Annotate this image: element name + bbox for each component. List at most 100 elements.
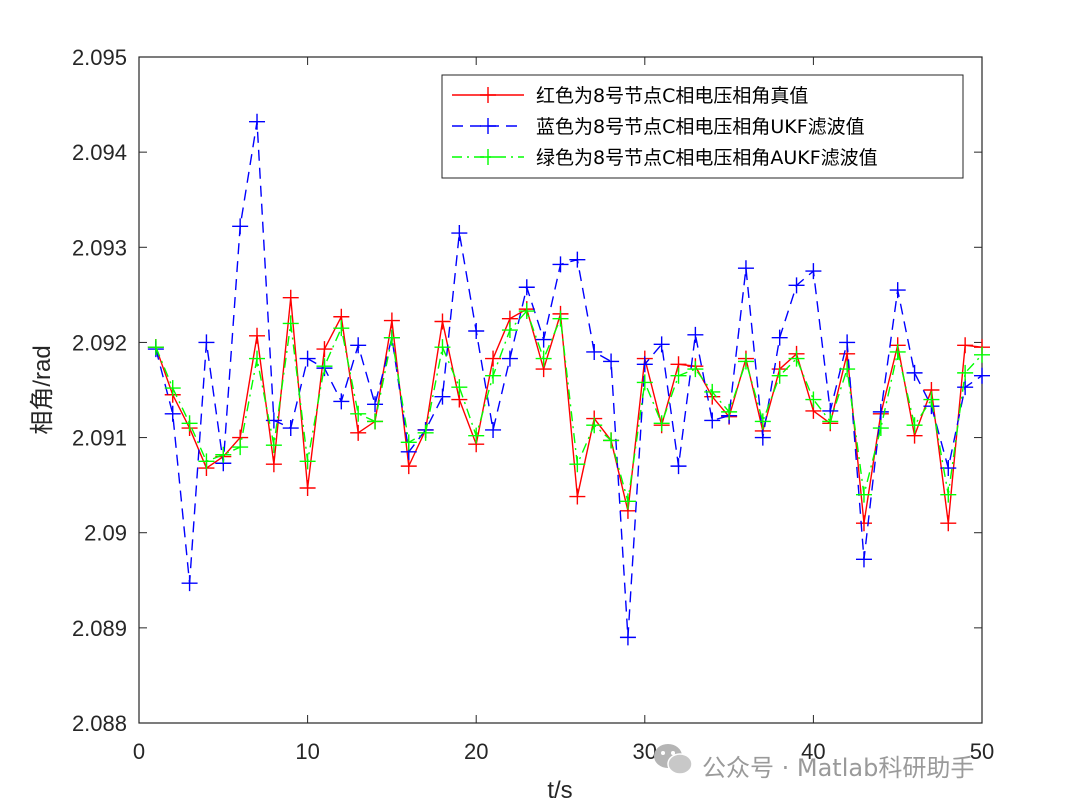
x-tick-label: 50 [970, 739, 994, 764]
series-3-line [155, 309, 983, 502]
series-2-point [350, 337, 367, 354]
series-2-point [552, 256, 569, 273]
legend-marker-2 [480, 118, 496, 134]
wechat-icon [654, 744, 693, 775]
series-2-point [704, 412, 721, 429]
series-3-point [417, 424, 434, 441]
series-3-point [333, 320, 350, 337]
series-3-point [653, 415, 670, 432]
watermark-text: 公众号 · Matlab科研助手 [702, 754, 974, 782]
series-1-point [299, 479, 316, 496]
series-2-point [181, 575, 198, 592]
series-3-point [434, 339, 451, 356]
legend-marker-3 [480, 149, 496, 165]
series-3-point [265, 437, 282, 454]
series-3-point [872, 420, 889, 437]
series-3-point [485, 367, 502, 384]
series-1-point [265, 456, 282, 473]
series-2-point [687, 326, 704, 343]
series-2-point [636, 356, 653, 373]
series-1-point [383, 312, 400, 329]
x-tick-label: 30 [633, 739, 657, 764]
series-3-point [367, 413, 384, 430]
y-tick-label: 2.091 [72, 426, 127, 451]
series-3-point [383, 329, 400, 346]
series-3-point [788, 350, 805, 367]
series-2-point [754, 429, 771, 446]
series-3-point [147, 339, 164, 356]
series-layer [147, 113, 990, 646]
series-1-point [569, 488, 586, 505]
series-2 [147, 113, 990, 646]
series-3-point [316, 358, 333, 375]
series-3-point [636, 374, 653, 391]
series-2-point [906, 364, 923, 381]
series-1-point [350, 424, 367, 441]
series-1-point [485, 350, 502, 367]
series-2-point [164, 405, 181, 422]
series-2-point [569, 251, 586, 268]
series-3-point [805, 391, 822, 408]
series-2-point [805, 263, 822, 280]
series-3-point [771, 367, 788, 384]
y-tick-label: 2.094 [72, 140, 127, 165]
series-1-point [940, 515, 957, 532]
series-3-point [164, 380, 181, 397]
series-2-point [872, 403, 889, 420]
series-3-point [350, 405, 367, 422]
series-2-point [367, 396, 384, 413]
series-3-point [704, 383, 721, 400]
series-2-line [155, 121, 983, 638]
series-1-line [155, 297, 983, 524]
series-3 [147, 303, 990, 510]
x-tick-label: 40 [801, 739, 825, 764]
series-2-point [468, 323, 485, 340]
series-3-point [855, 486, 872, 503]
series-2-point [535, 331, 552, 348]
series-1-point [855, 515, 872, 532]
series-3-point [754, 413, 771, 430]
y-tick-label: 2.092 [72, 330, 127, 355]
series-3-point [299, 453, 316, 470]
series-2-point [737, 260, 754, 277]
series-3-point [940, 486, 957, 503]
series-3-point [518, 303, 535, 320]
series-2-point [198, 334, 215, 351]
series-2-point [771, 329, 788, 346]
series-2-point [653, 336, 670, 353]
series-2-point [670, 458, 687, 475]
y-tick-label: 2.089 [72, 616, 127, 641]
series-2-point [282, 420, 299, 437]
legend-entry-1: 红色为8号节点C相电压相角真值 [536, 85, 808, 107]
legend-entry-2: 蓝色为8号节点C相电压相角UKF滤波值 [536, 116, 865, 138]
series-3-point [451, 379, 468, 396]
legend-marker-1 [480, 87, 496, 103]
x-axis-label: t/s [547, 777, 572, 804]
series-2-point [855, 551, 872, 568]
series-3-point [282, 315, 299, 332]
series-3-point [232, 439, 249, 456]
series-3-point [839, 361, 856, 378]
watermark: 公众号 · Matlab科研助手 [654, 744, 974, 782]
series-2-point [485, 421, 502, 438]
series-2-point [586, 343, 603, 360]
series-2-point [788, 277, 805, 294]
series-2-point [501, 350, 518, 367]
series-2-point [518, 279, 535, 296]
series-3-point [889, 343, 906, 360]
x-tick-label: 0 [133, 739, 145, 764]
y-tick-label: 2.093 [72, 235, 127, 260]
series-3-point [721, 403, 738, 420]
series-2-point [333, 393, 350, 410]
series-3-point [215, 446, 232, 463]
y-tick-label: 2.09 [84, 521, 127, 546]
series-3-point [198, 453, 215, 470]
series-1-point [316, 341, 333, 358]
series-2-point [249, 113, 266, 130]
axis-ticks: 0 10 20 30 40 50 2.088 2.089 2.09 2.091 2.092 2.093… [72, 45, 994, 764]
series-3-point [822, 413, 839, 430]
series-3-point [957, 364, 974, 381]
series-3-point [400, 434, 417, 451]
series-3-point [603, 432, 620, 449]
series-2-point [957, 379, 974, 396]
